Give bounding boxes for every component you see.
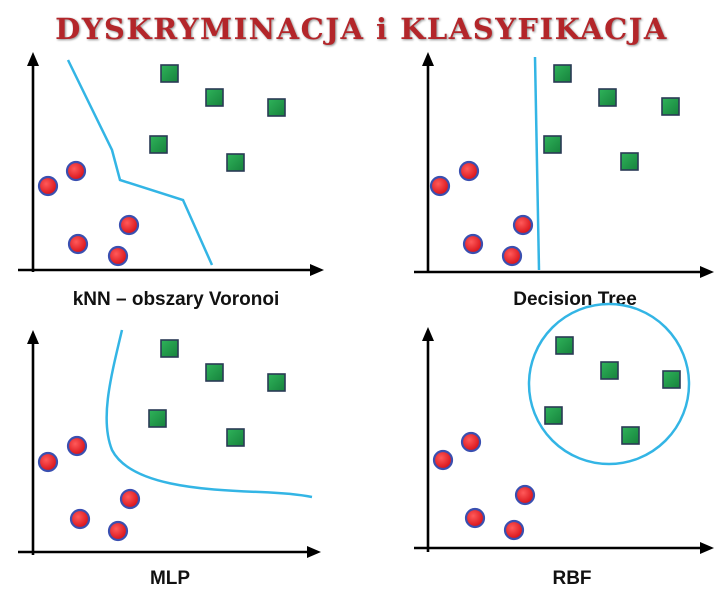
page-title: DYSKRYMINACJA i KLASYFIKACJA [55,12,668,46]
red-circle [501,245,523,267]
class-a-points [429,160,534,267]
voronoi-boundary [66,59,214,266]
green-square [598,88,617,107]
green-square [267,98,286,117]
red-circle [514,484,536,506]
green-square [205,88,224,107]
class-a-points [37,160,140,267]
panel-label-mlp: MLP [150,568,190,589]
panel-label-rbf: RBF [552,568,591,589]
axes [18,52,324,276]
mlp-boundary [105,329,313,499]
class-b-points [543,64,680,171]
class-b-points [149,64,286,172]
green-square [160,64,179,83]
red-circle [107,520,129,542]
red-circle [69,508,91,530]
panel-decision-tree: Decision Tree [414,52,714,310]
axes [414,327,714,554]
axes [18,330,321,558]
rbf-boundary [527,302,691,466]
green-square [149,135,168,154]
green-square [205,363,224,382]
panel-knn: kNN – obszary Voronoi [18,52,324,310]
green-square [226,153,245,172]
green-square [148,409,167,428]
panel-label-decision-tree: Decision Tree [513,289,637,310]
red-circle [512,214,534,236]
red-circle [119,488,141,510]
panel-label-knn: kNN – obszary Voronoi [73,289,280,310]
red-circle [462,233,484,255]
class-b-points [544,336,681,445]
green-square [621,426,640,445]
axes [414,52,714,278]
green-square [226,428,245,447]
class-a-points [37,435,141,542]
decision-boundary [533,56,541,271]
green-square [160,339,179,358]
red-circle [37,451,59,473]
red-circle [460,431,482,453]
green-square [555,336,574,355]
red-circle [432,449,454,471]
red-circle [66,435,88,457]
green-square [267,373,286,392]
green-square [620,152,639,171]
green-square [661,97,680,116]
green-square [662,370,681,389]
red-circle [65,160,87,182]
red-circle [107,245,129,267]
green-square [553,64,572,83]
panel-mlp: MLP [18,329,321,589]
red-circle [458,160,480,182]
red-circle [118,214,140,236]
class-a-points [432,431,536,541]
green-square [543,135,562,154]
green-square [600,361,619,380]
red-circle [429,175,451,197]
red-circle [464,507,486,529]
panel-rbf: RBF [414,302,714,589]
green-square [544,406,563,425]
red-circle [503,519,525,541]
red-circle [37,175,59,197]
red-circle [67,233,89,255]
class-b-points [148,339,286,447]
